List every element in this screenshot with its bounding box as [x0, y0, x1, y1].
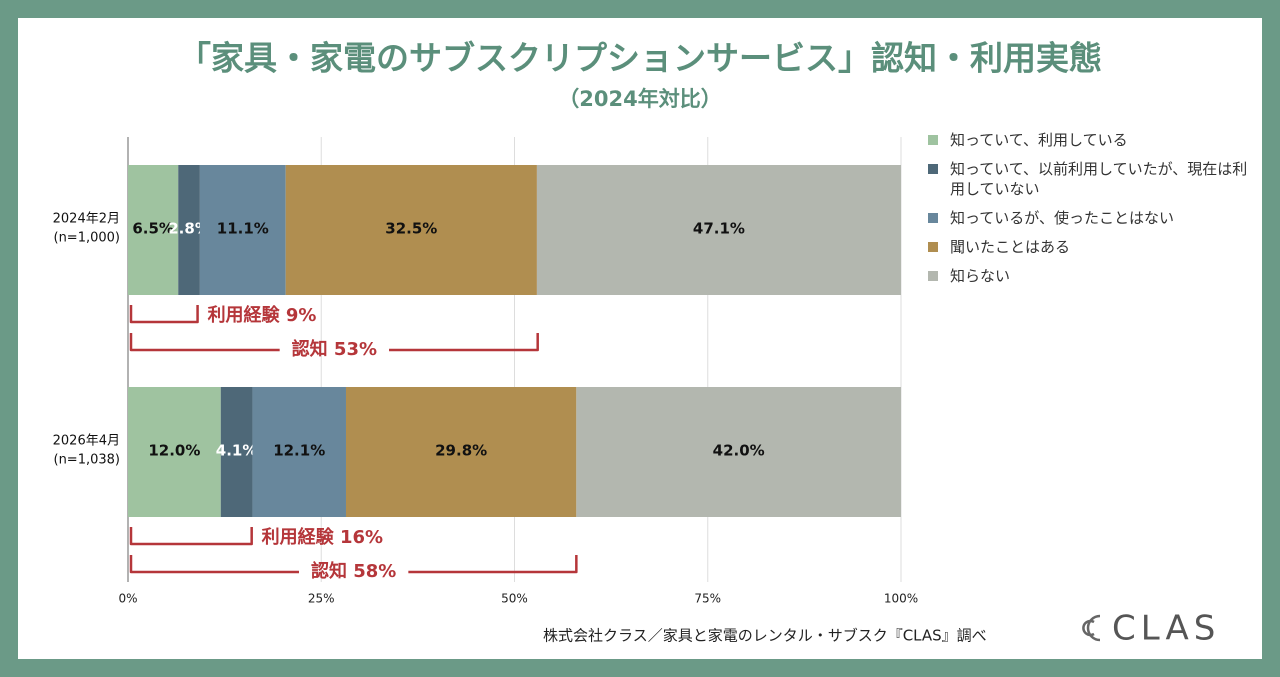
legend-item: 知っていて、利用している [928, 130, 1248, 150]
value-label: 12.0% [148, 442, 200, 460]
legend-swatch [928, 164, 938, 174]
x-tick-label: 50% [501, 592, 528, 606]
annotation-label: 利用経験 16% [262, 526, 383, 548]
legend-label: 聞いたことはある [950, 238, 1071, 256]
annotation-label: 利用経験 9% [208, 304, 317, 326]
value-label: 12.1% [273, 442, 325, 460]
bar-segment [252, 387, 346, 517]
y-tick-label: (n=1,038) [54, 453, 121, 468]
chart-title: 「家具・家電のサブスクリプションサービス」認知・利用実態 [178, 39, 1102, 78]
bracket [129, 305, 199, 324]
bar-segment [345, 387, 577, 517]
chart-subtitle: （2024年対比） [558, 87, 721, 111]
bracket [129, 333, 539, 352]
y-tick-label: 2026年4月 [53, 434, 120, 449]
y-tick-label: (n=1,000) [54, 231, 121, 246]
source-note: 株式会社クラス／家具と家電のレンタル・サブスク『CLAS』調べ [543, 627, 987, 645]
value-label: 29.8% [435, 442, 487, 460]
legend-label: 知っていて、利用している [950, 131, 1128, 149]
legend-label: 知っていて、以前利用していたが、現在は利用していない [950, 160, 1248, 198]
legend-swatch [928, 213, 938, 223]
x-tick-label: 0% [118, 592, 137, 606]
legend-label: 知っているが、使ったことはない [950, 209, 1174, 227]
legend-item: 聞いたことはある [928, 237, 1248, 257]
value-label: 11.1% [217, 220, 269, 238]
legend-swatch [928, 242, 938, 252]
x-tick-label: 25% [308, 592, 335, 606]
value-label: 4.1% [216, 442, 258, 460]
x-tick-label: 100% [884, 592, 918, 606]
bar-segment [128, 165, 179, 295]
value-label: 42.0% [713, 442, 765, 460]
bar-segment [199, 165, 286, 295]
annotation-label: 認知 58% [311, 560, 396, 582]
value-label: 6.5% [132, 220, 174, 238]
legend-label: 知らない [950, 267, 1011, 285]
y-tick-label: 2024年2月 [53, 212, 120, 227]
legend-swatch [928, 271, 938, 281]
x-tick-label: 75% [694, 592, 721, 606]
bar-segment [536, 165, 901, 295]
logo: CLAS [1112, 609, 1220, 649]
bracket [129, 555, 578, 574]
bar-segment [220, 387, 253, 517]
value-label: 32.5% [385, 220, 437, 238]
bar-segment [178, 165, 200, 295]
value-label: 2.8% [168, 220, 210, 238]
legend-swatch [928, 135, 938, 145]
value-label: 47.1% [693, 220, 745, 238]
bar-segment [576, 387, 901, 517]
legend-item: 知っているが、使ったことはない [928, 208, 1248, 228]
logo-icon [1082, 614, 1101, 642]
legend: 知っていて、利用している知っていて、以前利用していたが、現在は利用していない知っ… [928, 130, 1248, 295]
legend-item: 知っていて、以前利用していたが、現在は利用していない [928, 159, 1248, 199]
annotation-label: 認知 53% [292, 338, 377, 360]
legend-item: 知らない [928, 266, 1248, 286]
bar-segment [285, 165, 537, 295]
bracket [129, 527, 253, 546]
bar-segment [128, 387, 221, 517]
